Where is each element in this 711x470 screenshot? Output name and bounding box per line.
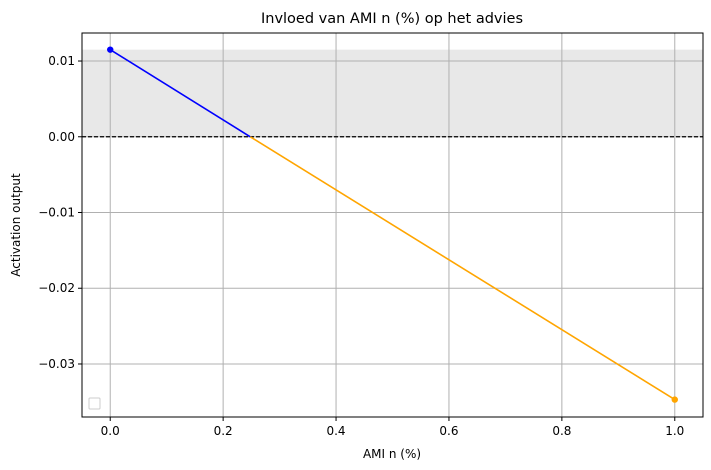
data-point-1 [107,46,114,53]
y-tick-label: −0.02 [38,281,75,295]
plot-frame [81,32,704,418]
plot-area [82,33,703,417]
x-tick-label: 0.0 [101,424,120,438]
x-tick-label: 1.0 [665,424,684,438]
x-axis-label: AMI n (%) [363,447,421,461]
x-tick-label: 0.4 [326,424,345,438]
y-tick-label: −0.03 [38,357,75,371]
data-point-2 [671,396,678,403]
axes: 0.0 0.2 0.4 0.6 0.8 1.0 0.01 0.00 −0.01 −0.02 −0.0… [38,54,684,438]
y-tick-label: 0.00 [48,130,75,144]
series-line-1 [109,48,251,138]
chart-title: Invloed van AMI n (%) op het advies [261,11,523,27]
x-tick-label: 0.8 [552,424,571,438]
shaded-band [82,49,703,137]
x-tick-label: 0.2 [214,424,233,438]
y-tick-label: −0.01 [38,206,75,220]
x-tick-label: 0.6 [439,424,458,438]
series-line-2 [249,136,676,401]
legend-box [88,397,101,410]
y-axis-label: Activation output [9,173,23,277]
y-tick-label: 0.01 [48,54,75,68]
